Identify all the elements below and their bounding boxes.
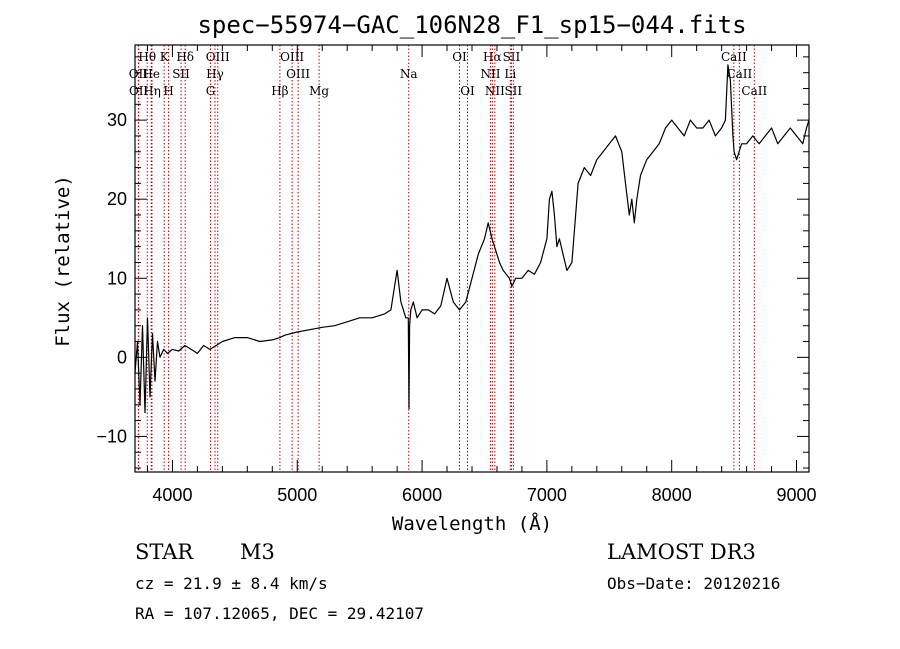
x-axis-label: Wavelength (Å) (392, 512, 552, 535)
line-marker-label: CaII (721, 50, 747, 64)
line-marker-label: OI (452, 50, 467, 64)
line-marker-label: Hβ (271, 84, 288, 98)
line-marker-label: CaII (741, 84, 767, 98)
spectrum-series (134, 64, 810, 414)
line-marker-label: SII (172, 67, 190, 81)
line-marker-label: OIII (286, 67, 310, 81)
line-marker-label: Hγ (206, 67, 224, 81)
line-marker-label: Na (400, 67, 418, 81)
line-marker-label: H (163, 84, 173, 98)
line-marker-label: Li (504, 67, 516, 81)
line-marker-label: OII (129, 84, 149, 98)
y-tick-label: 20 (107, 189, 127, 209)
line-marker-label: OIII (206, 50, 230, 64)
y-tick-label: 10 (107, 268, 127, 288)
x-tick-label: 8000 (652, 485, 692, 505)
line-marker-label: He (142, 67, 160, 81)
line-marker-label: Hη (143, 84, 161, 98)
chart-title: spec−55974−GAC_106N28_F1_sp15−044.fits (197, 11, 746, 39)
spectral-subclass: M3 (240, 540, 275, 564)
x-tick-label: 7000 (527, 485, 567, 505)
line-marker-label: CaII (726, 67, 752, 81)
line-marker-label: NII (480, 67, 500, 81)
line-marker-label: SII (504, 84, 522, 98)
spectrum-line (134, 64, 810, 414)
obs-date-text: Obs−Date: 20120216 (607, 574, 781, 593)
x-tick-label: 5000 (277, 485, 317, 505)
line-marker-label: Hα (483, 50, 502, 64)
line-marker-label: Mg (309, 84, 329, 98)
line-marker-label: OIII (280, 50, 304, 64)
y-tick-label: −10 (96, 426, 127, 446)
axes: 4000 5000 6000 7000 8000 9000 −10 0 10 20 30 (96, 44, 817, 505)
x-tick-label: 4000 (152, 485, 192, 505)
plot-frame (134, 44, 810, 473)
line-marker-label: OI (460, 84, 475, 98)
object-class: STAR (135, 540, 194, 564)
x-tick-label: 9000 (776, 485, 816, 505)
line-marker-label: Hδ (176, 50, 194, 64)
coordinates-text: RA = 107.12065, DEC = 29.42107 (135, 604, 424, 623)
line-marker-label: K (160, 50, 170, 64)
line-marker-label: SII (503, 50, 521, 64)
line-marker-label: Hθ (138, 50, 156, 64)
redshift-text: cz = 21.9 ± 8.4 km/s (135, 574, 328, 593)
line-marker-label: NII (485, 84, 505, 98)
x-tick-label: 6000 (402, 485, 442, 505)
y-tick-label: 30 (107, 110, 127, 130)
survey-name: LAMOST DR3 (607, 540, 756, 564)
y-tick-label: 0 (117, 347, 127, 367)
y-axis-label: Flux (relative) (52, 175, 74, 347)
line-marker-label: G (206, 84, 216, 98)
